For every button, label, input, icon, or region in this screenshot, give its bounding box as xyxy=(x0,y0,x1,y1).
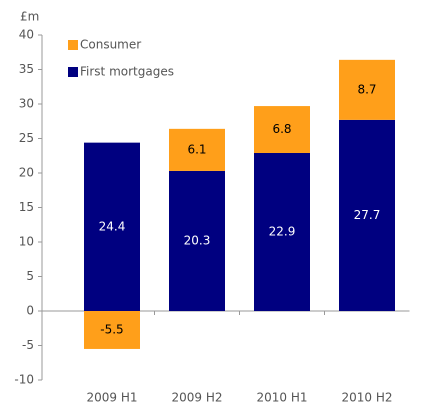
bar-segment xyxy=(169,128,225,171)
value-label: -5.5 xyxy=(100,322,123,336)
x-tick-label: 2009 H1 xyxy=(86,391,137,405)
y-tick-label: 5 xyxy=(26,269,34,283)
legend-label: First mortgages xyxy=(80,65,174,79)
legend-swatch xyxy=(68,40,78,50)
x-tick-label: 2009 H2 xyxy=(171,391,222,405)
bar-segment xyxy=(84,142,140,311)
y-axis-label: £m xyxy=(20,10,39,24)
value-label: 6.8 xyxy=(272,122,291,136)
y-tick-label: 10 xyxy=(19,235,34,249)
value-label: 27.7 xyxy=(354,208,381,222)
bar-segment xyxy=(254,106,310,153)
y-tick-label: 0 xyxy=(26,304,34,318)
value-label: 20.3 xyxy=(184,233,211,247)
y-tick-label: 25 xyxy=(19,131,34,145)
bar-segment xyxy=(84,311,140,349)
y-tick-label: -5 xyxy=(22,338,34,352)
y-tick-label: 30 xyxy=(19,97,34,111)
y-tick-label: 35 xyxy=(19,62,34,76)
bar-segment xyxy=(254,152,310,311)
y-tick-label: -10 xyxy=(14,373,34,387)
value-label: 24.4 xyxy=(99,219,126,233)
value-label: 22.9 xyxy=(269,224,296,238)
x-tick-label: 2010 H1 xyxy=(256,391,307,405)
bar-segment xyxy=(339,119,395,312)
legend-swatch xyxy=(68,67,78,77)
x-tick-label: 2010 H2 xyxy=(341,391,392,405)
legend-label: Consumer xyxy=(80,38,141,52)
value-label: 6.1 xyxy=(187,142,206,156)
value-label: 8.7 xyxy=(357,82,376,96)
bar-segment xyxy=(339,59,395,120)
bar-segment xyxy=(169,170,225,311)
y-tick-label: 40 xyxy=(19,28,34,42)
y-tick-label: 20 xyxy=(19,166,34,180)
y-tick-label: 15 xyxy=(19,200,34,214)
